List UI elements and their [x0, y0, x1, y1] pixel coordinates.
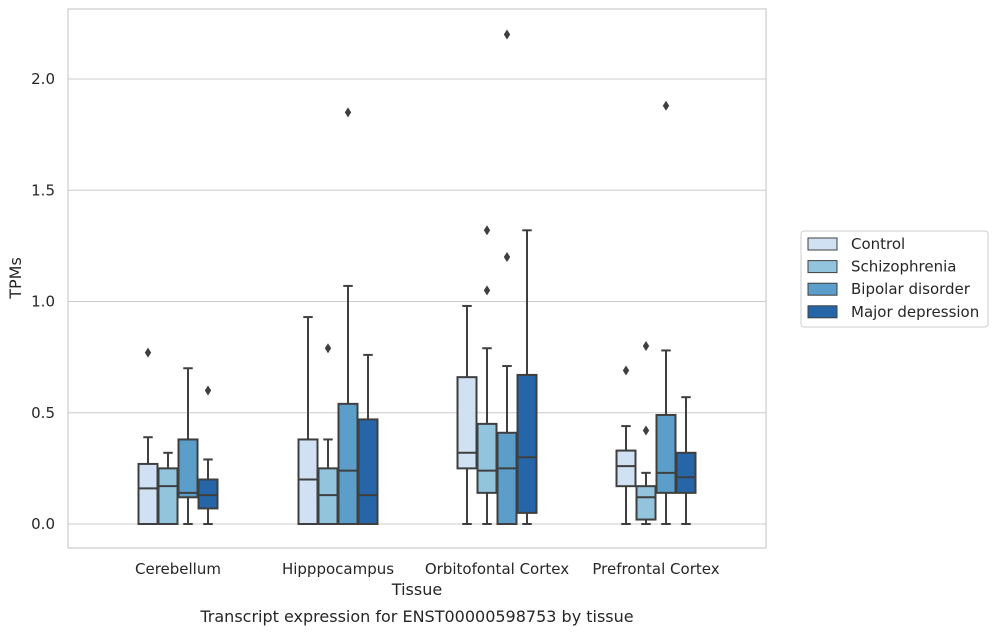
outlier-point — [642, 425, 650, 436]
box-group — [137, 347, 219, 525]
outlier-point — [662, 100, 670, 111]
x-axis-ticks: Cerebellum Hipppocampus Orbitofontal Corte… — [135, 560, 720, 578]
box-group — [615, 100, 697, 525]
box-plot — [675, 396, 697, 525]
legend-swatch — [807, 237, 838, 251]
box-body — [297, 438, 319, 526]
legend-swatch — [807, 305, 838, 319]
box-plot — [516, 229, 538, 525]
box-plot — [177, 367, 199, 525]
box-body — [496, 431, 518, 525]
box-plot — [197, 385, 219, 525]
figure-caption: Transcript expression for ENST0000059875… — [199, 607, 633, 626]
box-plot — [337, 107, 359, 526]
y-tick-label: 1.5 — [31, 181, 55, 199]
box-body — [615, 449, 637, 488]
box-plot — [357, 353, 379, 525]
box-body — [456, 376, 478, 470]
legend-item: Schizophrenia — [807, 258, 956, 276]
box-plot — [456, 304, 478, 525]
outlier-point — [483, 285, 491, 296]
outlier-point — [204, 385, 212, 396]
outlier-point — [144, 347, 152, 358]
y-tick-label: 0.0 — [31, 515, 55, 533]
y-tick-label: 1.0 — [31, 293, 55, 311]
x-tick-label: Cerebellum — [135, 560, 221, 578]
legend-item: Major depression — [807, 303, 979, 321]
box-body — [177, 438, 199, 499]
outlier-point — [503, 252, 511, 262]
legend-label: Control — [851, 235, 905, 253]
box-body — [655, 413, 677, 494]
plot-frame — [67, 8, 767, 549]
x-tick-label: Prefrontal Cortex — [592, 560, 719, 578]
y-tick-label: 2.0 — [31, 70, 55, 88]
legend: Control Schizophrenia Bipolar disorder Majo… — [800, 230, 989, 328]
legend-frame — [800, 230, 989, 328]
box-body — [197, 478, 219, 510]
box-body — [157, 467, 179, 525]
x-tick-label: Hipppocampus — [282, 560, 394, 578]
box-body — [635, 485, 657, 521]
box-plot — [635, 341, 657, 525]
box-body — [476, 422, 498, 494]
legend-label: Major depression — [851, 303, 979, 321]
legend-swatch — [807, 260, 838, 274]
outlier-point — [503, 29, 511, 40]
y-axis-label: TPMs — [6, 257, 25, 300]
outlier-point — [483, 225, 491, 236]
box-body — [317, 467, 339, 525]
legend-swatch — [807, 282, 838, 296]
legend-item: Bipolar disorder — [807, 280, 971, 298]
x-axis-label: Tissue — [391, 580, 442, 599]
x-tick-label: Orbitofontal Cortex — [425, 560, 569, 578]
outlier-point — [622, 365, 630, 376]
outlier-point — [344, 107, 352, 118]
box-group — [297, 107, 379, 526]
y-tick-label: 0.5 — [31, 404, 55, 422]
legend-label: Bipolar disorder — [851, 280, 971, 298]
box-group — [456, 29, 538, 525]
box-body — [675, 451, 697, 494]
box-body — [137, 462, 159, 525]
box-body — [357, 418, 379, 525]
box-plot — [476, 225, 498, 525]
legend-label: Schizophrenia — [851, 258, 956, 276]
legend-item: Control — [807, 235, 905, 253]
box-plot — [615, 365, 637, 525]
box-body — [516, 373, 538, 514]
box-body — [337, 402, 359, 526]
outlier-point — [642, 341, 650, 351]
box-groups — [137, 29, 697, 526]
y-axis-ticks: 0.0 0.5 1.0 1.5 2.0 — [31, 70, 55, 533]
outlier-point — [324, 343, 332, 354]
